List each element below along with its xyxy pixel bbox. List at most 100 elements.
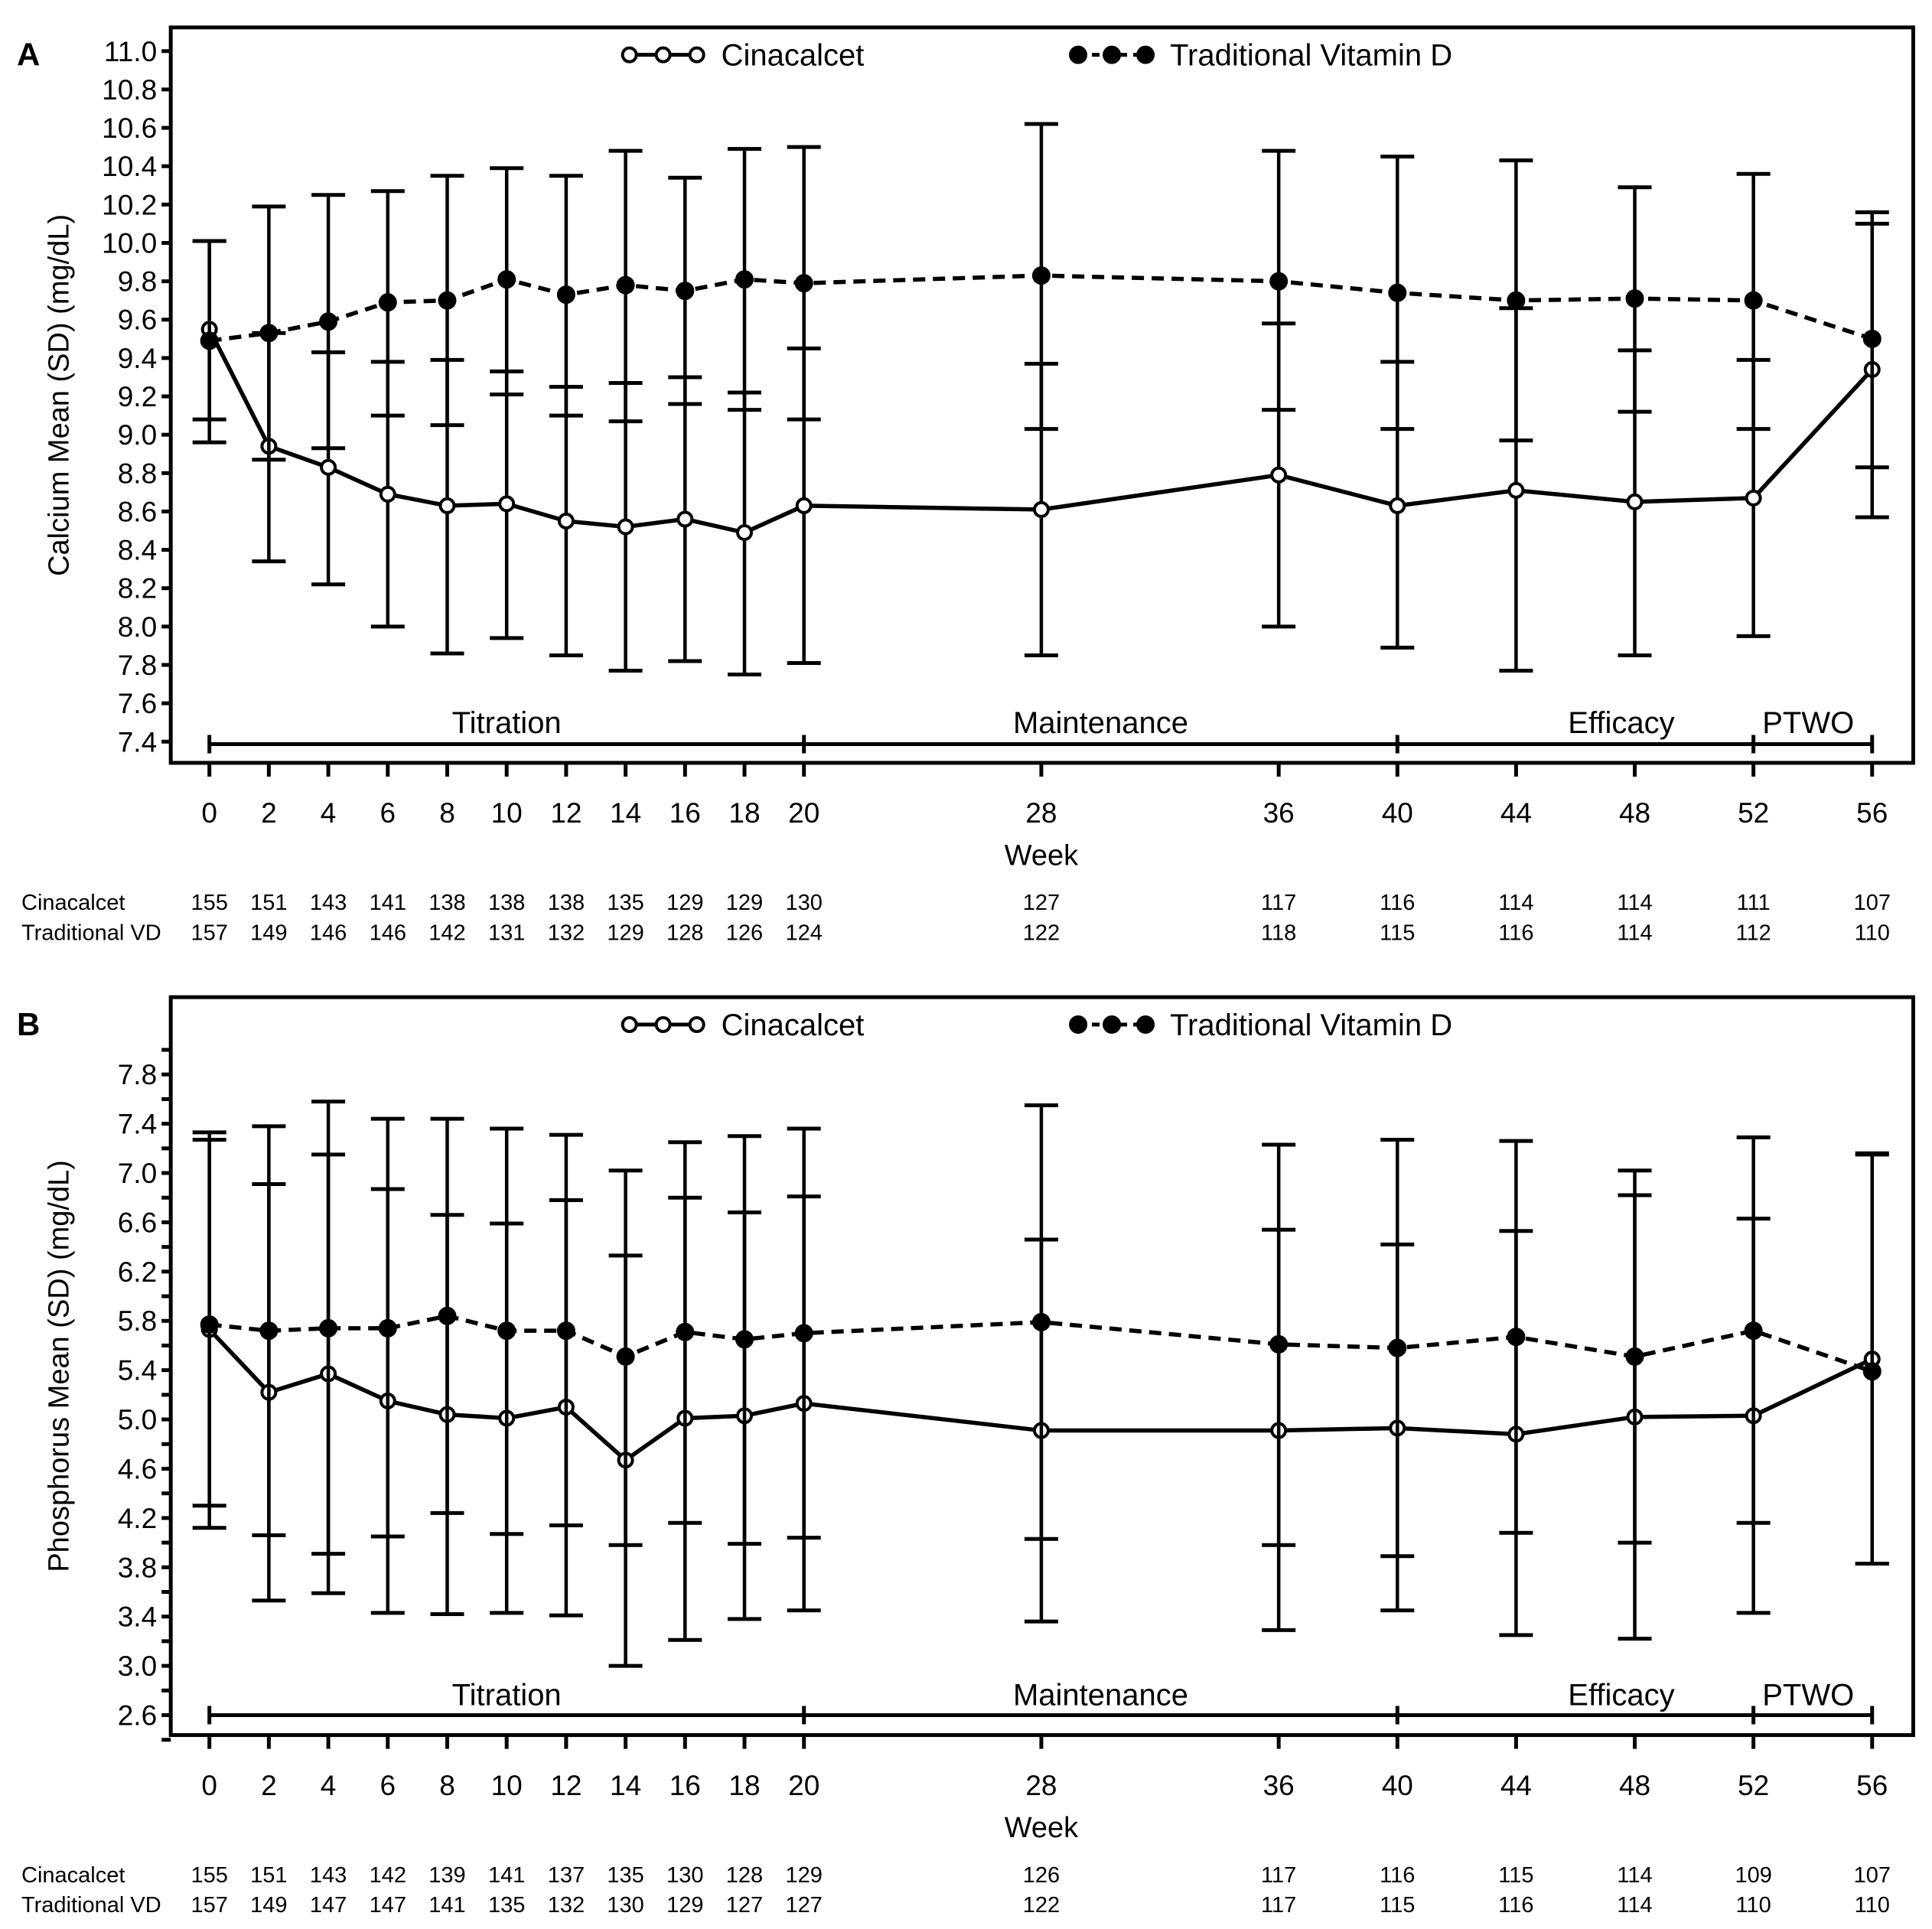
y-tick-label: 8.6 bbox=[118, 496, 157, 527]
series-line bbox=[209, 273, 1873, 344]
n-count: 114 bbox=[1617, 891, 1652, 915]
n-count: 155 bbox=[191, 891, 227, 915]
x-tick-label: 8 bbox=[439, 797, 455, 829]
data-point bbox=[1744, 291, 1763, 310]
data-point bbox=[438, 291, 457, 310]
y-tick-label: 3.0 bbox=[118, 1650, 157, 1682]
data-point bbox=[1745, 489, 1762, 507]
x-tick-label: 16 bbox=[670, 797, 701, 829]
legend: Cinacalcet Traditional Vitamin D bbox=[621, 39, 1452, 73]
n-count: 109 bbox=[1735, 1863, 1771, 1888]
n-count: 129 bbox=[666, 891, 703, 915]
legend: Cinacalcet Traditional Vitamin D bbox=[621, 1008, 1452, 1042]
n-count: 128 bbox=[666, 921, 703, 945]
data-point bbox=[617, 518, 634, 536]
x-tick-label: 6 bbox=[380, 1770, 396, 1801]
x-tick-label: 2 bbox=[261, 1770, 277, 1801]
n-count: 117 bbox=[1261, 1893, 1296, 1918]
n-count: 110 bbox=[1736, 1893, 1771, 1918]
data-point bbox=[676, 510, 694, 528]
y-tick-label: 6.2 bbox=[118, 1256, 157, 1288]
open-circle-marker-icon bbox=[654, 46, 672, 64]
phase-label-ptwo: PTWO bbox=[1762, 1678, 1854, 1712]
x-axis-label: Week bbox=[1005, 840, 1079, 872]
n-count: 126 bbox=[1023, 1863, 1060, 1888]
data-point bbox=[794, 1324, 813, 1343]
n-count: 111 bbox=[1737, 891, 1771, 915]
x-tick-label: 10 bbox=[491, 1770, 523, 1801]
data-point bbox=[259, 1321, 279, 1341]
n-count: 114 bbox=[1498, 891, 1533, 915]
n-count: 130 bbox=[666, 1863, 703, 1888]
y-axis-label: Calcium Mean (SD) (mg/dL) bbox=[44, 214, 76, 576]
n-count: 142 bbox=[370, 1863, 406, 1888]
legend-label: Cinacalcet bbox=[722, 39, 865, 73]
series-traditional-vitamin-d bbox=[192, 122, 1889, 470]
y-tick-label: 10.2 bbox=[102, 189, 157, 220]
y-tick-label: 10.8 bbox=[102, 74, 157, 106]
data-point bbox=[1625, 1347, 1644, 1366]
n-count: 143 bbox=[310, 891, 347, 915]
data-point bbox=[200, 331, 219, 350]
n-count: 115 bbox=[1498, 1863, 1533, 1888]
n-count: 138 bbox=[548, 891, 585, 915]
n-count: 115 bbox=[1380, 1893, 1415, 1918]
open-circle-marker-icon bbox=[654, 1016, 672, 1034]
y-tick-label: 5.0 bbox=[118, 1404, 157, 1435]
n-count: 114 bbox=[1617, 921, 1652, 945]
n-count: 126 bbox=[726, 921, 763, 945]
n-count: 157 bbox=[191, 921, 227, 945]
data-point bbox=[1270, 466, 1288, 484]
data-point bbox=[378, 1318, 397, 1338]
y-tick-label: 4.2 bbox=[118, 1503, 157, 1534]
n-count: 129 bbox=[786, 1863, 823, 1888]
n-count: 115 bbox=[1380, 921, 1415, 945]
y-tick-label: 10.6 bbox=[102, 112, 157, 144]
series-line bbox=[207, 1328, 1873, 1463]
data-point bbox=[794, 274, 813, 293]
n-count: 116 bbox=[1498, 1893, 1533, 1918]
n-count: 146 bbox=[310, 921, 347, 945]
n-count: 142 bbox=[428, 921, 465, 945]
y-tick-label: 8.4 bbox=[118, 535, 157, 566]
data-point bbox=[438, 497, 456, 514]
n-count: 129 bbox=[666, 1893, 703, 1918]
phase-label-titration: Titration bbox=[452, 1678, 562, 1712]
n-count: 151 bbox=[250, 891, 287, 915]
data-point bbox=[378, 293, 397, 312]
y-tick-label: 7.6 bbox=[118, 688, 157, 719]
x-tick-label: 20 bbox=[788, 1770, 819, 1801]
x-tick-label: 28 bbox=[1025, 1770, 1057, 1801]
n-count: 112 bbox=[1736, 921, 1771, 945]
open-circle-marker-icon bbox=[621, 1016, 638, 1034]
phase-label-maintenance: Maintenance bbox=[1013, 706, 1188, 740]
legend-label: Cinacalcet bbox=[722, 1008, 865, 1042]
y-tick-label: 9.8 bbox=[118, 266, 157, 298]
data-point bbox=[1507, 1328, 1526, 1347]
n-count: 128 bbox=[726, 1863, 763, 1888]
x-tick-label: 18 bbox=[728, 797, 760, 829]
n-count: 135 bbox=[488, 1893, 525, 1918]
y-tick-label: 9.0 bbox=[118, 419, 157, 451]
y-tick-label: 7.4 bbox=[118, 1109, 157, 1140]
data-point bbox=[379, 485, 396, 503]
y-tick-label: 3.8 bbox=[118, 1552, 157, 1583]
open-circle-marker-icon bbox=[688, 1016, 705, 1034]
data-point bbox=[438, 1306, 457, 1325]
n-count: 138 bbox=[488, 891, 525, 915]
n-count: 107 bbox=[1854, 1863, 1891, 1888]
x-tick-label: 40 bbox=[1382, 797, 1413, 829]
y-tick-label: 8.2 bbox=[118, 573, 157, 604]
n-row-label: Cinacalcet bbox=[21, 891, 125, 915]
series-line bbox=[209, 1313, 1873, 1373]
data-point bbox=[616, 1347, 635, 1366]
n-count: 129 bbox=[726, 891, 763, 915]
data-point bbox=[676, 282, 695, 301]
data-point bbox=[735, 1330, 754, 1349]
x-axis-label: Week bbox=[1005, 1812, 1079, 1844]
y-tick-label: 8.8 bbox=[118, 458, 157, 489]
x-tick-label: 18 bbox=[728, 1770, 760, 1801]
data-point bbox=[1507, 291, 1526, 310]
n-count: 127 bbox=[1023, 891, 1060, 915]
